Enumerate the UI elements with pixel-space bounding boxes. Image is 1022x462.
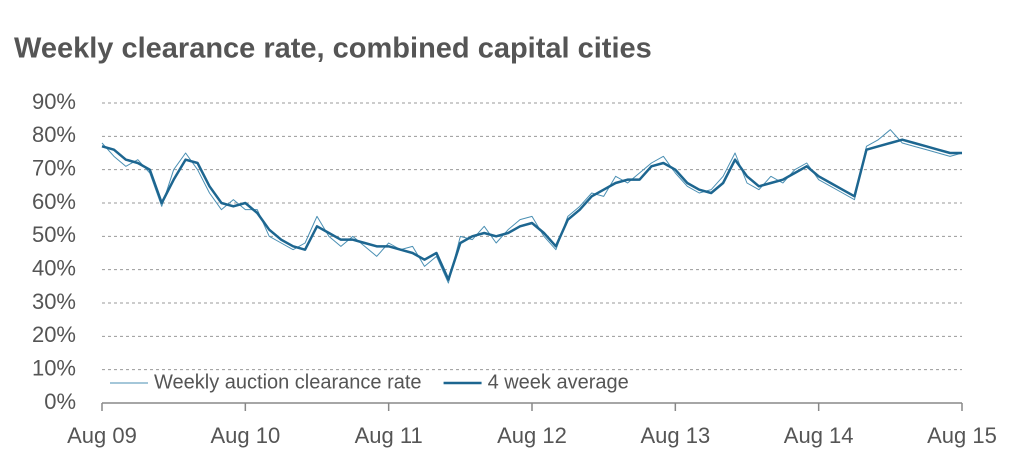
- chart-title: Weekly clearance rate, combined capital …: [14, 33, 652, 65]
- x-tick-label: Aug 15: [927, 423, 997, 448]
- x-tick-label: Aug 13: [640, 423, 710, 448]
- y-tick-label: 50%: [32, 222, 76, 247]
- x-tick-label: Aug 14: [784, 423, 854, 448]
- series-line: [101, 129, 963, 284]
- y-tick-label: 80%: [32, 122, 76, 147]
- y-tick-label: 10%: [32, 355, 76, 380]
- y-tick-label: 90%: [32, 89, 76, 114]
- series-line: [101, 138, 962, 281]
- y-tick-label: 20%: [32, 322, 76, 347]
- y-tick-label: 60%: [32, 189, 76, 214]
- y-tick-label: 30%: [32, 289, 76, 314]
- y-tick-label: 40%: [32, 255, 76, 280]
- y-tick-label: 0%: [44, 389, 76, 414]
- x-tick-label: Aug 11: [355, 423, 423, 448]
- x-tick-label: Aug 09: [67, 423, 137, 448]
- x-tick-label: Aug 10: [210, 423, 280, 448]
- x-tick-label: Aug 12: [497, 423, 567, 448]
- y-tick-label: 70%: [32, 155, 76, 180]
- legend-label: Weekly auction clearance rate: [154, 371, 422, 393]
- legend-label: 4 week average: [488, 371, 629, 393]
